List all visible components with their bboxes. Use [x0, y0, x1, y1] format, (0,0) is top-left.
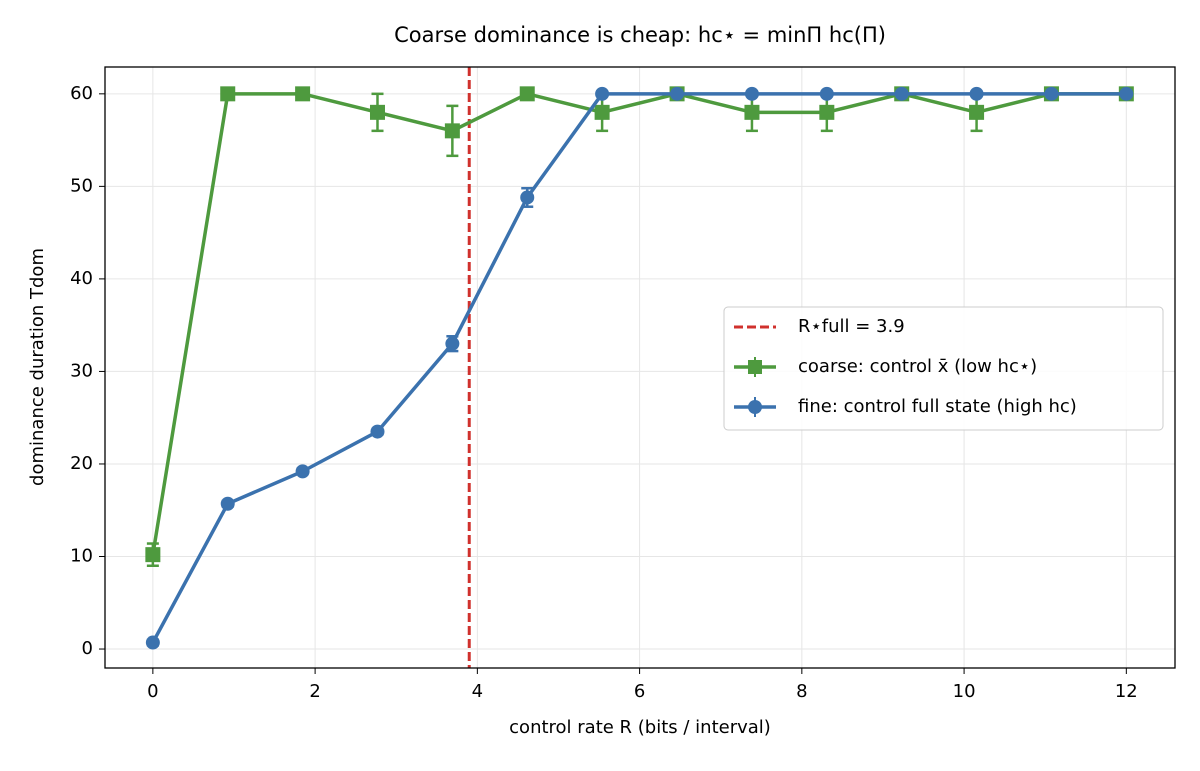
legend-swatch — [748, 360, 762, 374]
marker — [819, 104, 835, 120]
chart-title: Coarse dominance is cheap: hc⋆ = minΠ hc… — [394, 23, 886, 47]
legend-label: coarse: control x̄ (low hc⋆) — [798, 356, 1037, 377]
marker — [295, 86, 311, 102]
legend-label: R⋆full = 3.9 — [798, 316, 905, 337]
marker — [145, 547, 161, 563]
series-line — [151, 92, 1127, 555]
marker — [595, 86, 610, 101]
y-tick-label: 30 — [70, 360, 93, 381]
y-tick-label: 40 — [70, 268, 93, 289]
marker — [1119, 86, 1134, 101]
marker — [220, 496, 235, 511]
x-tick-label: 10 — [953, 681, 976, 702]
marker — [520, 190, 535, 205]
marker — [220, 86, 236, 102]
marker — [819, 86, 834, 101]
marker — [370, 424, 385, 439]
marker — [894, 86, 909, 101]
x-tick-label: 6 — [634, 681, 645, 702]
legend-label: fine: control full state (high hc) — [798, 396, 1077, 417]
y-tick-label: 50 — [70, 175, 93, 196]
y-axis-label: dominance duration Tdom — [27, 248, 48, 486]
marker — [295, 464, 310, 479]
x-tick-label: 12 — [1115, 681, 1138, 702]
x-tick-label: 4 — [472, 681, 483, 702]
marker — [519, 86, 535, 102]
y-tick-label: 20 — [70, 453, 93, 474]
x-tick-label: 2 — [309, 681, 320, 702]
y-tick-label: 10 — [70, 545, 93, 566]
x-tick-label: 8 — [796, 681, 807, 702]
marker — [670, 86, 685, 101]
legend-swatch — [748, 400, 762, 414]
marker — [145, 635, 160, 650]
x-axis-label: control rate R (bits / interval) — [509, 717, 771, 738]
x-tick-label: 0 — [147, 681, 158, 702]
plot-frame — [104, 66, 1176, 669]
marker — [445, 336, 460, 351]
marker — [1044, 86, 1059, 101]
y-tick-label: 0 — [82, 638, 93, 659]
marker — [444, 123, 460, 139]
series-line — [151, 92, 1127, 644]
y-tick-label: 60 — [70, 83, 93, 104]
marker — [969, 86, 984, 101]
marker — [744, 86, 759, 101]
marker — [969, 104, 985, 120]
marker — [744, 104, 760, 120]
marker — [369, 104, 385, 120]
legend-box — [723, 306, 1164, 431]
marker — [594, 104, 610, 120]
